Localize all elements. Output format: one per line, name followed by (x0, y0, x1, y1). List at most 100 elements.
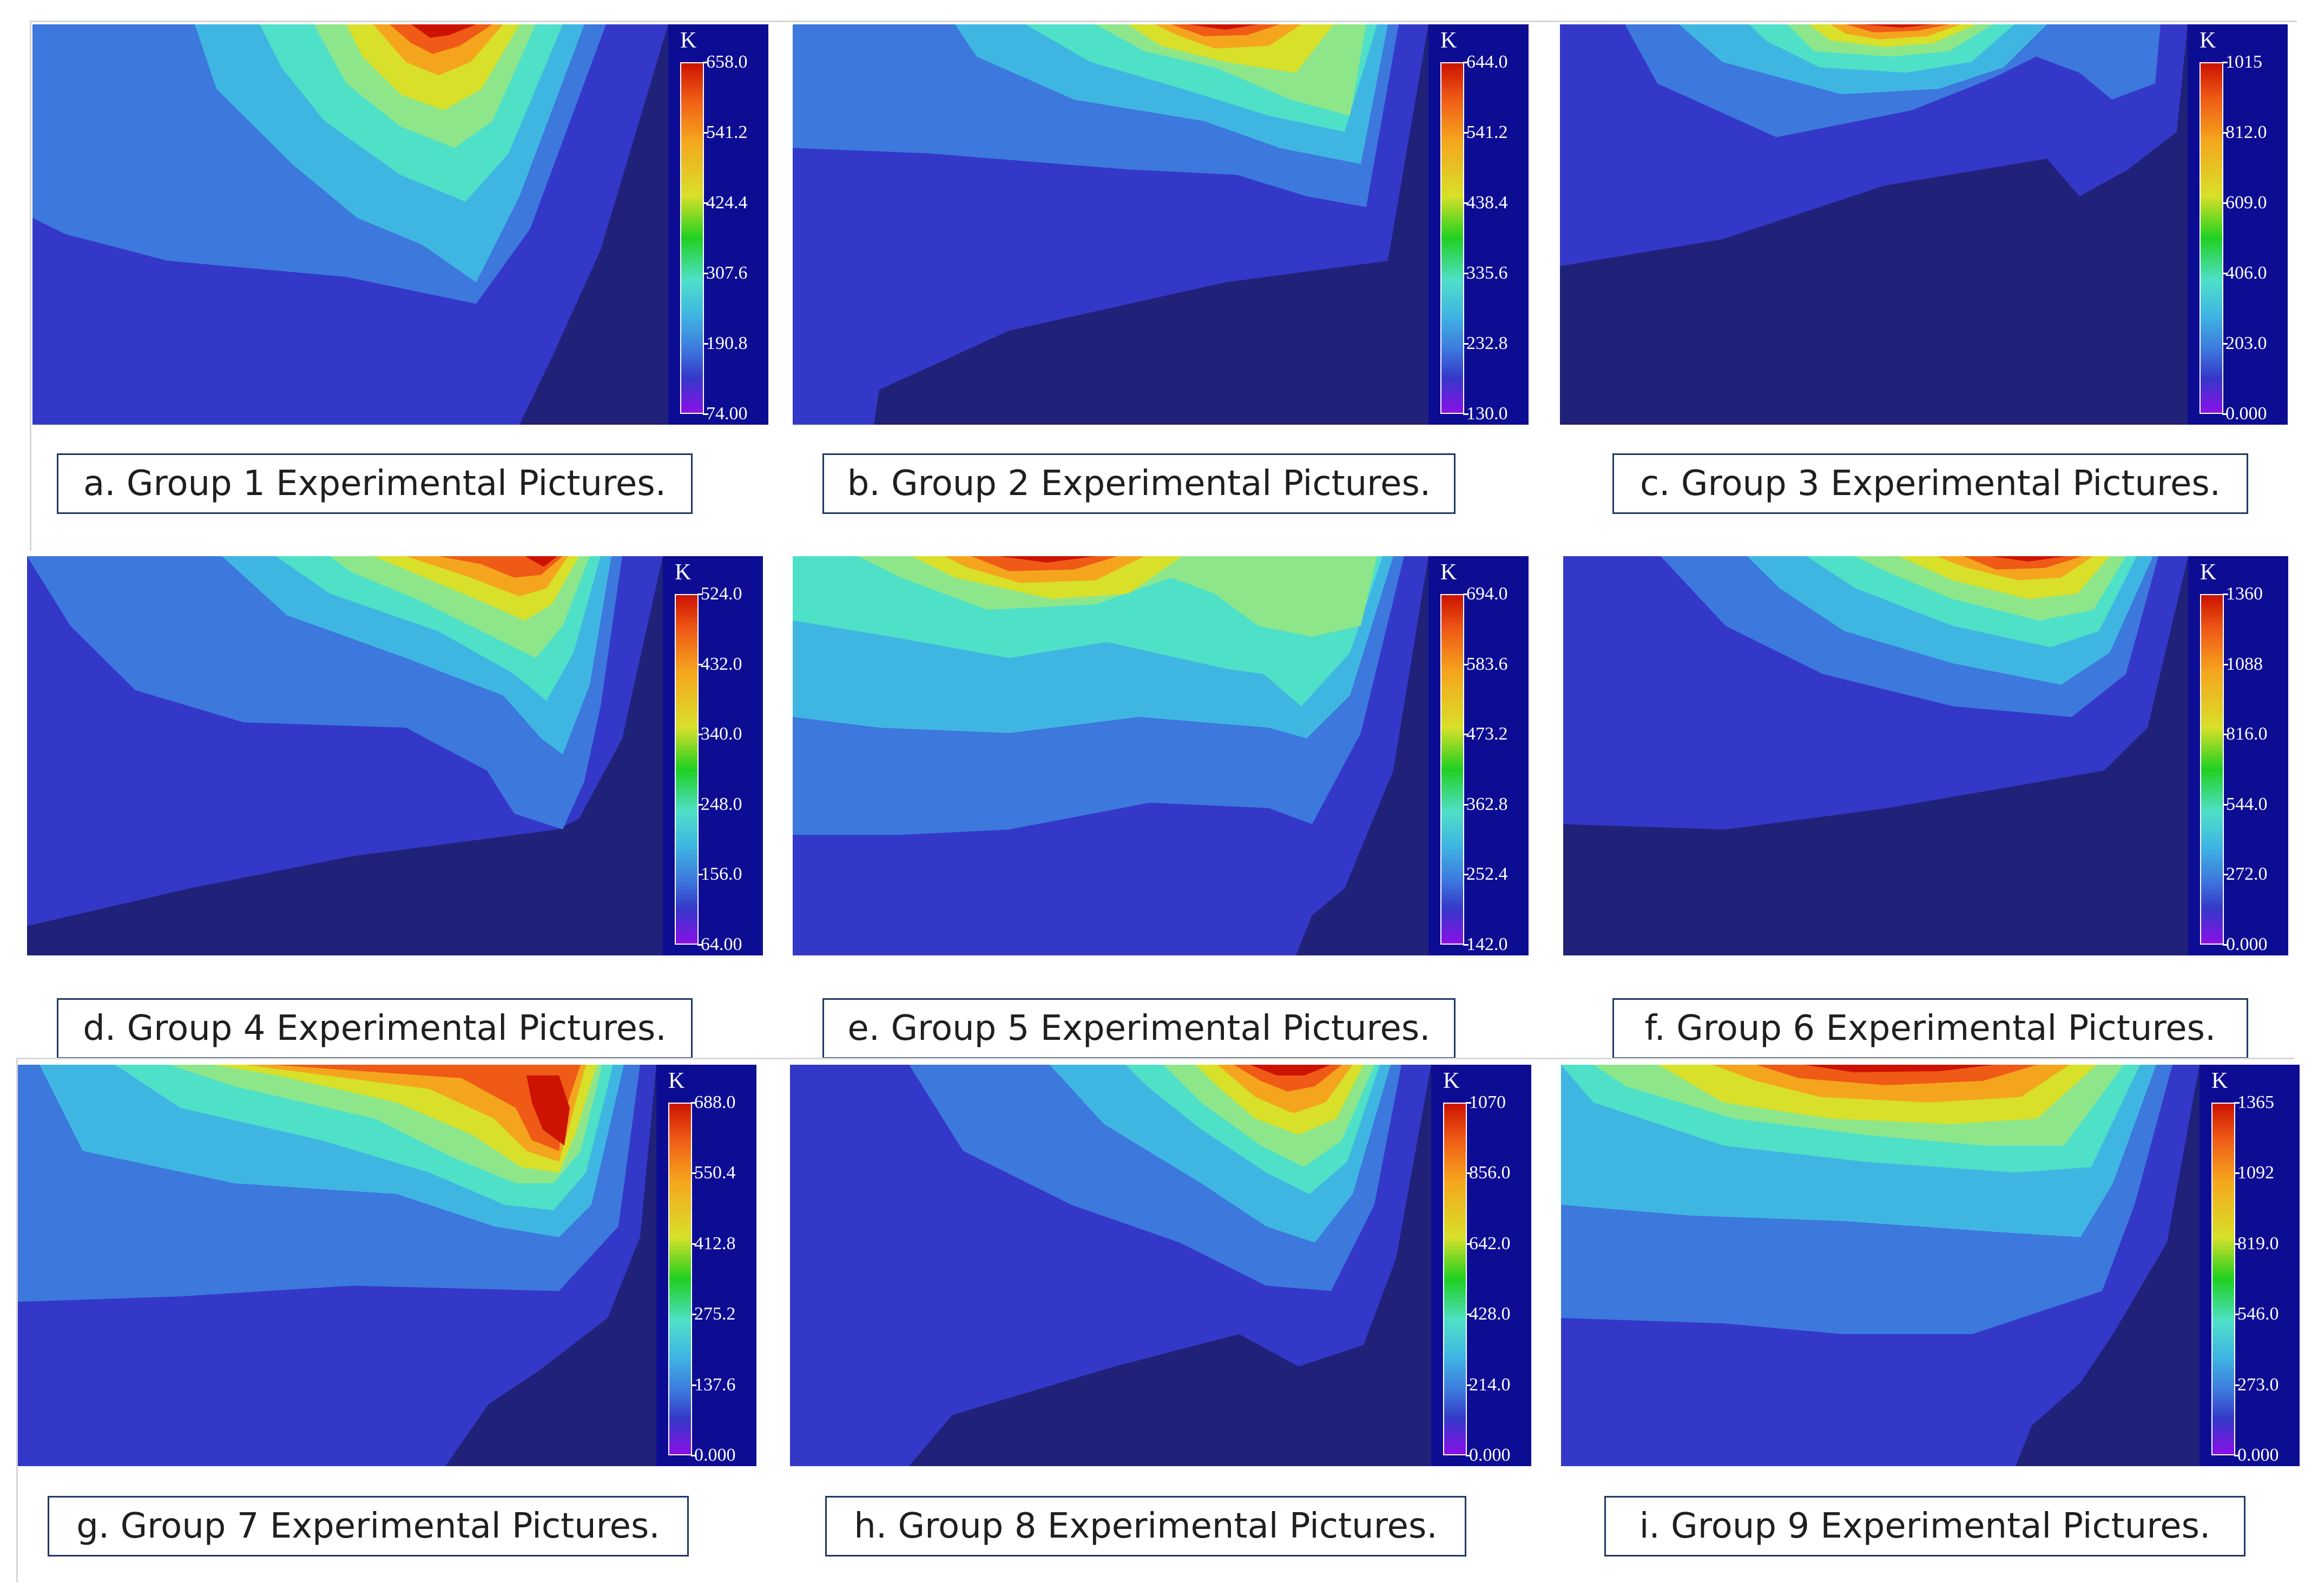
contour-band-8 (438, 556, 563, 578)
colorbar-unit: K (668, 1069, 685, 1093)
row-divider (16, 1058, 2294, 1059)
caption-g: g. Group 7 Experimental Pictures. (48, 1496, 689, 1557)
colorbar-unit: K (2200, 28, 2216, 53)
panel-f-contour: K 1360 1088 816.0 544.0 272.0 0.000 (1563, 556, 2288, 955)
colorbar-tick: 819.0 (2234, 1233, 2279, 1254)
contour-plot (793, 556, 1428, 955)
contour-plot (793, 24, 1428, 425)
colorbar-tick: 432.0 (697, 654, 742, 674)
caption-c: c. Group 3 Experimental Pictures. (1612, 453, 2248, 514)
colorbar-tick: 642.0 (1466, 1233, 1511, 1254)
colorbar-tick: 428.0 (1466, 1304, 1511, 1324)
colorbar-gradient (2200, 594, 2224, 945)
colorbar-tick: 438.4 (1463, 193, 1508, 213)
colorbar-gradient (1440, 62, 1464, 414)
colorbar-tick: 156.0 (697, 864, 742, 885)
contour-band-8 (1234, 1065, 1342, 1092)
contour-band-9 (1991, 556, 2066, 562)
panel-a-contour: K 658.0 541.2 424.4 307.6 190.8 74.00 (32, 24, 768, 425)
colorbar-tick: 137.6 (691, 1374, 736, 1395)
left-divider (30, 21, 31, 551)
colorbar-tick: 688.0 (691, 1092, 736, 1112)
colorbar-tick: 424.4 (703, 193, 748, 213)
colorbar-gradient (680, 62, 704, 414)
caption-a: a. Group 1 Experimental Pictures. (57, 453, 693, 514)
colorbar-tick: 0.000 (691, 1445, 736, 1465)
colorbar-unit: K (2211, 1069, 2228, 1093)
colorbar-tick: 473.2 (1463, 724, 1508, 744)
caption-f: f. Group 6 Experimental Pictures. (1612, 998, 2248, 1059)
contour-band-9 (998, 556, 1096, 563)
colorbar-unit: K (2200, 560, 2217, 585)
colorbar-tick: 550.4 (691, 1163, 736, 1183)
panel-d-contour: K 524.0 432.0 340.0 248.0 156.0 64.00 (27, 556, 763, 955)
colorbar-tick: 544.0 (2223, 794, 2268, 814)
colorbar-tick: 1360 (2223, 584, 2263, 604)
colorbar-tick: 214.0 (1466, 1374, 1511, 1395)
colorbar-tick: 252.4 (1463, 864, 1508, 885)
caption-h: h. Group 8 Experimental Pictures. (825, 1496, 1466, 1557)
colorbar: K 1015 812.0 609.0 406.0 203.0 0.000 (2188, 24, 2288, 425)
colorbar-gradient (2200, 62, 2223, 414)
left-divider-lower (16, 1058, 18, 1582)
top-divider (30, 21, 2297, 22)
colorbar-tick: 335.6 (1463, 263, 1508, 283)
colorbar: K 1070 856.0 642.0 428.0 214.0 0.000 (1431, 1065, 1531, 1466)
contour-band-8 (1171, 24, 1280, 36)
colorbar-tick: 1070 (1466, 1092, 1506, 1112)
colorbar-tick: 0.000 (2222, 404, 2267, 424)
colorbar-tick: 0.000 (2234, 1445, 2279, 1465)
colorbar-gradient (1440, 594, 1464, 945)
colorbar-tick: 658.0 (703, 52, 748, 72)
colorbar-tick: 307.6 (703, 263, 748, 283)
colorbar-tick: 64.00 (697, 934, 742, 954)
colorbar: K 688.0 550.4 412.8 275.2 137.6 0.000 (656, 1065, 756, 1466)
colorbar-unit: K (680, 28, 697, 53)
contour-band-8 (390, 24, 492, 54)
contour-plot (1563, 556, 2188, 955)
colorbar-tick: 0.000 (1466, 1445, 1511, 1465)
colorbar-unit: K (1440, 560, 1457, 585)
colorbar-tick: 1088 (2223, 654, 2263, 674)
colorbar-tick: 541.2 (703, 122, 748, 142)
contour-plot (32, 24, 668, 425)
colorbar-tick: 203.0 (2222, 333, 2267, 353)
colorbar-tick: 1365 (2234, 1092, 2274, 1112)
colorbar-tick: 583.6 (1463, 654, 1508, 674)
colorbar-tick: 142.0 (1463, 934, 1508, 954)
colorbar-tick: 524.0 (697, 584, 742, 604)
panel-c-contour: K 1015 812.0 609.0 406.0 203.0 0.000 (1560, 24, 2288, 425)
contour-band-9 (1188, 24, 1258, 30)
colorbar-tick: 130.0 (1463, 404, 1508, 424)
contour-band-8 (272, 1065, 581, 1151)
caption-e: e. Group 5 Experimental Pictures. (822, 998, 1456, 1059)
colorbar-tick: 74.00 (703, 404, 748, 424)
contour-band-9 (1250, 1065, 1331, 1076)
colorbar-tick: 340.0 (697, 724, 742, 744)
contour-plot (1560, 24, 2188, 425)
colorbar-gradient (675, 594, 699, 945)
caption-d: d. Group 4 Experimental Pictures. (57, 998, 693, 1059)
panel-i-contour: K 1365 1092 819.0 546.0 273.0 0.000 (1561, 1065, 2300, 1466)
colorbar: K 524.0 432.0 340.0 248.0 156.0 64.00 (663, 556, 763, 955)
panel-h-contour: K 1070 856.0 642.0 428.0 214.0 0.000 (790, 1065, 1531, 1466)
colorbar: K 694.0 583.6 473.2 362.8 252.4 142.0 (1428, 556, 1529, 955)
panel-g-contour: K 688.0 550.4 412.8 275.2 137.6 0.000 (18, 1065, 756, 1466)
colorbar-tick: 1015 (2222, 52, 2262, 72)
colorbar-tick: 232.8 (1463, 333, 1508, 353)
contour-band-9 (1863, 24, 1933, 28)
contour-plot (790, 1065, 1431, 1466)
colorbar-gradient (2211, 1103, 2235, 1455)
colorbar-tick: 190.8 (703, 333, 748, 353)
colorbar: K 1360 1088 816.0 544.0 272.0 0.000 (2188, 556, 2288, 955)
colorbar-tick: 816.0 (2223, 724, 2268, 744)
contour-band-9 (525, 556, 557, 567)
contour-plot (18, 1065, 656, 1466)
colorbar-tick: 812.0 (2222, 122, 2267, 142)
colorbar-tick: 0.000 (2223, 934, 2268, 954)
contour-band-9 (526, 1075, 570, 1146)
contour-band-8 (971, 556, 1117, 571)
contour-band-8 (1756, 1065, 2037, 1085)
colorbar-tick: 412.8 (691, 1233, 736, 1254)
caption-i: i. Group 9 Experimental Pictures. (1604, 1496, 2245, 1557)
